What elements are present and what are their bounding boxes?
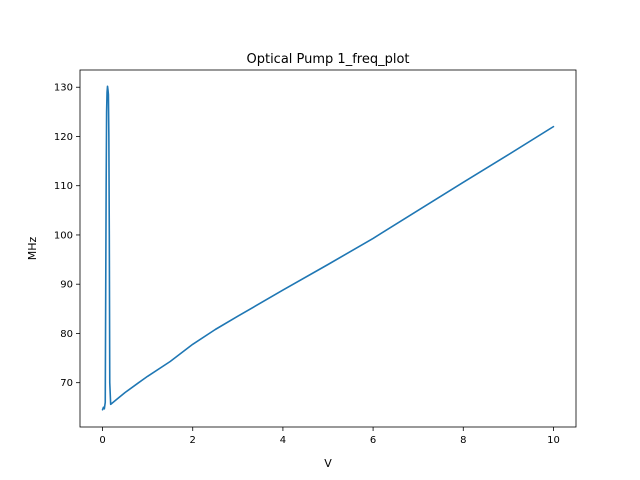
x-tick-label: 10 xyxy=(547,435,560,446)
y-axis: 70 80 90 100 110 120 130 xyxy=(54,83,80,389)
y-tick-label: 70 xyxy=(60,378,73,389)
x-axis: 0 2 4 6 8 10 xyxy=(99,427,560,446)
y-axis-label: MHz xyxy=(26,237,39,261)
y-tick-label: 100 xyxy=(54,230,73,241)
x-tick-label: 0 xyxy=(99,435,105,446)
series-line xyxy=(101,85,555,411)
y-tick-label: 130 xyxy=(54,83,73,94)
x-axis-label: V xyxy=(324,457,332,470)
y-tick-label: 80 xyxy=(60,329,73,340)
x-tick-label: 2 xyxy=(190,435,196,446)
plot-frame xyxy=(79,69,577,428)
x-tick-label: 4 xyxy=(280,435,286,446)
y-tick-label: 110 xyxy=(54,181,73,192)
x-tick-label: 6 xyxy=(370,435,376,446)
y-tick-label: 120 xyxy=(54,132,73,143)
x-tick-label: 8 xyxy=(460,435,466,446)
chart-title: Optical Pump 1_freq_plot xyxy=(246,52,409,67)
y-tick-label: 90 xyxy=(60,280,73,291)
plot-area xyxy=(79,69,577,428)
